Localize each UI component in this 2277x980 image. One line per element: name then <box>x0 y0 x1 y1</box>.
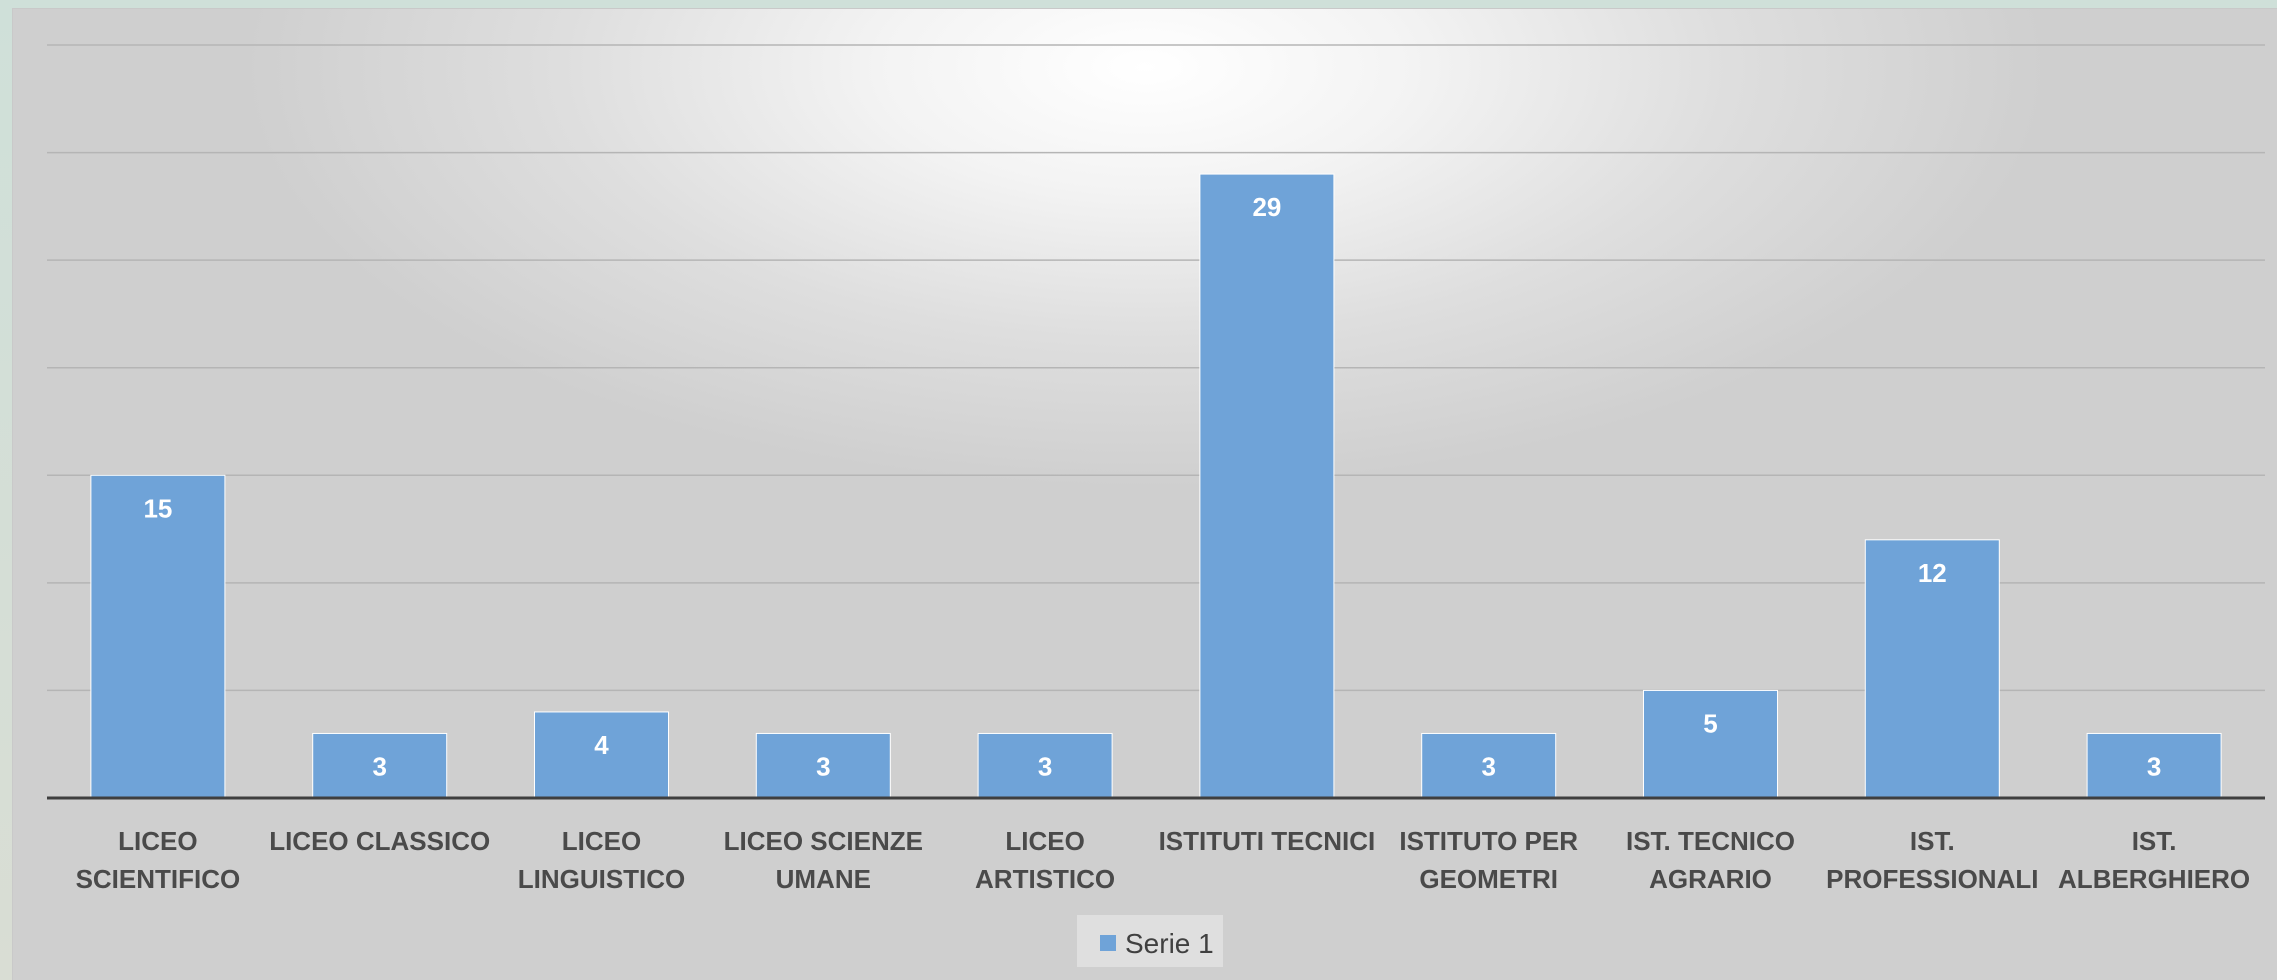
category-label: ARTISTICO <box>975 864 1115 894</box>
bar-istituto-per-geometri[interactable] <box>1421 732 1557 799</box>
bar-liceo-artistico[interactable] <box>977 732 1113 799</box>
chart-area <box>12 8 2277 980</box>
category-label: IST. <box>2132 826 2177 856</box>
bar-ist-professionali[interactable] <box>1864 539 2000 799</box>
bar-liceo-scienze-umane[interactable] <box>755 732 891 799</box>
category-label: LICEO <box>1005 826 1084 856</box>
category-label: PROFESSIONALI <box>1826 864 2038 894</box>
category-labels: LICEO SCIENTIFICO LICEO CLASSICO LICEO LINGU… <box>76 826 2251 894</box>
legend-label: Serie 1 <box>1125 928 1214 959</box>
data-labels: 15 3 4 3 3 29 3 5 12 3 <box>143 192 2161 781</box>
data-label: 3 <box>372 751 386 781</box>
legend[interactable]: Serie 1 <box>1077 915 1223 967</box>
category-label: UMANE <box>776 864 871 894</box>
category-label: SCIENTIFICO <box>76 864 241 894</box>
data-label: 5 <box>1703 708 1717 738</box>
category-label: LINGUISTICO <box>518 864 686 894</box>
category-label: LICEO <box>118 826 197 856</box>
bar-istituti-tecnici[interactable] <box>1199 173 1335 799</box>
data-label: 15 <box>143 493 172 523</box>
category-label: GEOMETRI <box>1419 864 1558 894</box>
legend-swatch <box>1100 935 1116 951</box>
bar-liceo-linguistico[interactable] <box>534 711 669 799</box>
bars <box>90 173 2222 799</box>
bar-liceo-scientifico[interactable] <box>90 474 226 799</box>
category-label: ISTITUTO PER <box>1399 826 1578 856</box>
category-label: ISTITUTI TECNICI <box>1159 826 1376 856</box>
data-label: 3 <box>1038 751 1052 781</box>
bar-liceo-classico[interactable] <box>312 732 448 799</box>
category-label: LICEO SCIENZE <box>724 826 923 856</box>
data-label: 3 <box>1481 751 1495 781</box>
data-label: 4 <box>594 730 609 760</box>
data-label: 3 <box>816 751 830 781</box>
data-label: 29 <box>1252 192 1281 222</box>
category-label: LICEO CLASSICO <box>269 826 490 856</box>
category-label: IST. TECNICO <box>1626 826 1795 856</box>
category-label: AGRARIO <box>1649 864 1772 894</box>
category-label: IST. <box>1910 826 1955 856</box>
data-label: 3 <box>2147 751 2161 781</box>
data-label: 12 <box>1918 558 1947 588</box>
bar-ist-tecnico-agrario[interactable] <box>1643 689 1778 799</box>
category-label: ALBERGHIERO <box>2058 864 2250 894</box>
category-label: LICEO <box>562 826 641 856</box>
